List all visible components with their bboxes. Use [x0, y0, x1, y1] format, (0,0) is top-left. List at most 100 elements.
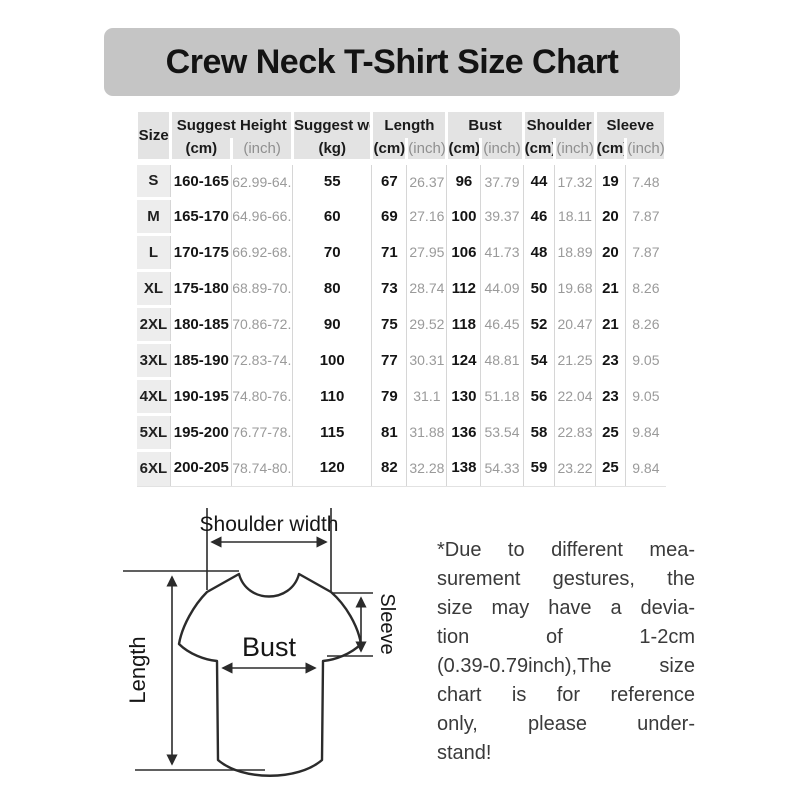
cell: 74.80-76.77 — [231, 378, 293, 414]
cell: 25 — [594, 450, 626, 487]
cell: 29.52 — [406, 306, 447, 342]
unit-weight-kg: (kg) — [291, 138, 374, 165]
sleeve-label: Sleeve — [376, 593, 398, 654]
cell: 55 — [292, 162, 372, 198]
cell: 46.45 — [480, 306, 524, 342]
cell: 18.89 — [554, 234, 596, 270]
cell: 9.84 — [625, 450, 666, 487]
note-line: only, please under- — [437, 713, 695, 735]
header-unit-row: (cm) (inch) (kg) (cm) (inch) (cm) (inch)… — [137, 138, 667, 165]
cell: 27.95 — [406, 234, 447, 270]
cell: 39.37 — [480, 198, 524, 234]
page-title: Crew Neck T-Shirt Size Chart — [165, 42, 619, 81]
cell: 21 — [594, 306, 626, 342]
table-row: XL 175-180 68.89-70.86 80 73 28.74 112 4… — [136, 268, 666, 308]
cell: 100 — [292, 342, 372, 378]
cell: 17.32 — [554, 162, 596, 198]
unit-bust-inch: (inch) — [479, 138, 525, 165]
header-suggest-height: Suggest Height — [169, 112, 295, 138]
cell: 32.28 — [406, 450, 447, 487]
table-row: 3XL 185-190 72.83-74.80 100 77 30.31 124… — [136, 340, 666, 380]
cell: 53.54 — [480, 414, 524, 450]
cell: 19.68 — [554, 270, 596, 306]
title-banner: Crew Neck T-Shirt Size Chart — [104, 28, 680, 96]
note-line: (0.39-0.79inch),The size — [437, 655, 695, 677]
cell: 58 — [522, 414, 555, 450]
cell: 22.04 — [554, 378, 596, 414]
cell: 67 — [371, 162, 407, 198]
cell: 66.92-68.89 — [231, 234, 293, 270]
shoulder-width-label: Shoulder width — [200, 513, 339, 536]
cell: 71 — [371, 234, 407, 270]
size-cell: 5XL — [136, 412, 171, 452]
tshirt-outline — [177, 572, 363, 777]
size-cell: L — [136, 232, 171, 272]
cell: 180-185 — [170, 306, 232, 342]
cell: 22.83 — [554, 414, 596, 450]
cell: 165-170 — [170, 198, 232, 234]
cell: 27.16 — [406, 198, 447, 234]
cell: 110 — [292, 378, 372, 414]
table-row: 2XL 180-185 70.86-72.83 90 75 29.52 118 … — [136, 304, 666, 344]
cell: 60 — [292, 198, 372, 234]
cell: 21.25 — [554, 342, 596, 378]
cell: 54.33 — [480, 450, 524, 487]
cell: 112 — [446, 270, 481, 306]
cell: 20 — [594, 234, 626, 270]
cell: 8.26 — [625, 270, 666, 306]
cell: 48.81 — [480, 342, 524, 378]
cell: 7.48 — [625, 162, 666, 198]
size-cell: 3XL — [136, 340, 171, 380]
cell: 62.99-64.96 — [231, 162, 293, 198]
cell: 200-205 — [170, 450, 232, 487]
cell: 50 — [522, 270, 555, 306]
cell: 115 — [292, 414, 372, 450]
cell: 96 — [446, 162, 481, 198]
cell: 90 — [292, 306, 372, 342]
header-shoulder: Shoulder — [521, 112, 597, 138]
size-chart-table: Size Suggest Height Suggest weight Lengt… — [134, 112, 668, 487]
cell: 20 — [594, 198, 626, 234]
size-cell: M — [136, 196, 171, 236]
cell: 48 — [522, 234, 555, 270]
size-cell: 4XL — [136, 376, 171, 416]
cell: 118 — [446, 306, 481, 342]
cell: 31.1 — [406, 378, 447, 414]
cell: 23 — [594, 342, 626, 378]
cell: 23 — [594, 378, 626, 414]
cell: 9.05 — [625, 378, 666, 414]
cell: 77 — [371, 342, 407, 378]
table-body: S 160-165 62.99-64.96 55 67 26.37 96 37.… — [136, 160, 666, 487]
cell: 79 — [371, 378, 407, 414]
cell: 54 — [522, 342, 555, 378]
length-label: Length — [125, 636, 150, 703]
unit-length-cm: (cm) — [370, 138, 409, 165]
cell: 120 — [292, 450, 372, 487]
note-line: surement gestures, the — [437, 568, 695, 590]
cell: 59 — [522, 450, 555, 487]
cell: 56 — [522, 378, 555, 414]
cell: 44 — [522, 162, 555, 198]
cell: 70.86-72.83 — [231, 306, 293, 342]
table-row: S 160-165 62.99-64.96 55 67 26.37 96 37.… — [136, 160, 666, 200]
cell: 9.05 — [625, 342, 666, 378]
unit-sleeve-cm: (cm) — [593, 138, 628, 165]
cell: 80 — [292, 270, 372, 306]
cell: 72.83-74.80 — [231, 342, 293, 378]
cell: 21 — [594, 270, 626, 306]
note-line: chart is for reference — [437, 684, 695, 706]
disclaimer-note: *Due to different mea- surement gestures… — [437, 536, 695, 768]
cell: 70 — [292, 234, 372, 270]
cell: 68.89-70.86 — [231, 270, 293, 306]
cell: 75 — [371, 306, 407, 342]
size-cell: 2XL — [136, 304, 171, 344]
cell: 185-190 — [170, 342, 232, 378]
header-bust: Bust — [445, 112, 525, 138]
cell: 41.73 — [480, 234, 524, 270]
cell: 8.26 — [625, 306, 666, 342]
note-line: size may have a devia- — [437, 597, 695, 619]
header-size: Size — [134, 112, 173, 165]
header-suggest-weight: Suggest weight — [291, 112, 374, 138]
unit-bust-cm: (cm) — [445, 138, 483, 165]
